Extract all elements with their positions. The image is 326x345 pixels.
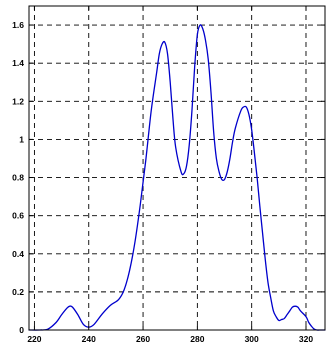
x-tick-label: 240	[82, 334, 96, 344]
x-tick-label: 300	[245, 334, 259, 344]
y-tick-label: 1	[19, 134, 24, 144]
plot-frame	[28, 5, 326, 331]
y-tick-label: 1.4	[12, 58, 24, 68]
series-layer	[28, 24, 326, 331]
y-tick-label: 0.8	[12, 173, 24, 183]
grid-lines	[29, 6, 325, 331]
y-tick-label: 0.6	[12, 211, 24, 221]
y-tick-label: 0.2	[12, 287, 24, 297]
y-tick-label: 1.2	[12, 96, 24, 106]
x-tick-label: 280	[190, 334, 204, 344]
y-tick-label: 0.4	[12, 249, 24, 259]
y-tick-label: 1.6	[12, 20, 24, 30]
y-tick-labels: 0 0.2 0.4 0.6 0.8 1 1.2 1.4 1.6	[12, 20, 24, 335]
x-tick-label: 220	[27, 334, 41, 344]
x-tick-label: 320	[299, 334, 313, 344]
axis-ticks	[29, 6, 325, 331]
x-tick-labels: 220 240 260 280 300 320	[27, 334, 313, 344]
y-tick-label: 0	[19, 325, 24, 335]
series-line	[28, 24, 326, 331]
x-tick-label: 260	[136, 334, 150, 344]
